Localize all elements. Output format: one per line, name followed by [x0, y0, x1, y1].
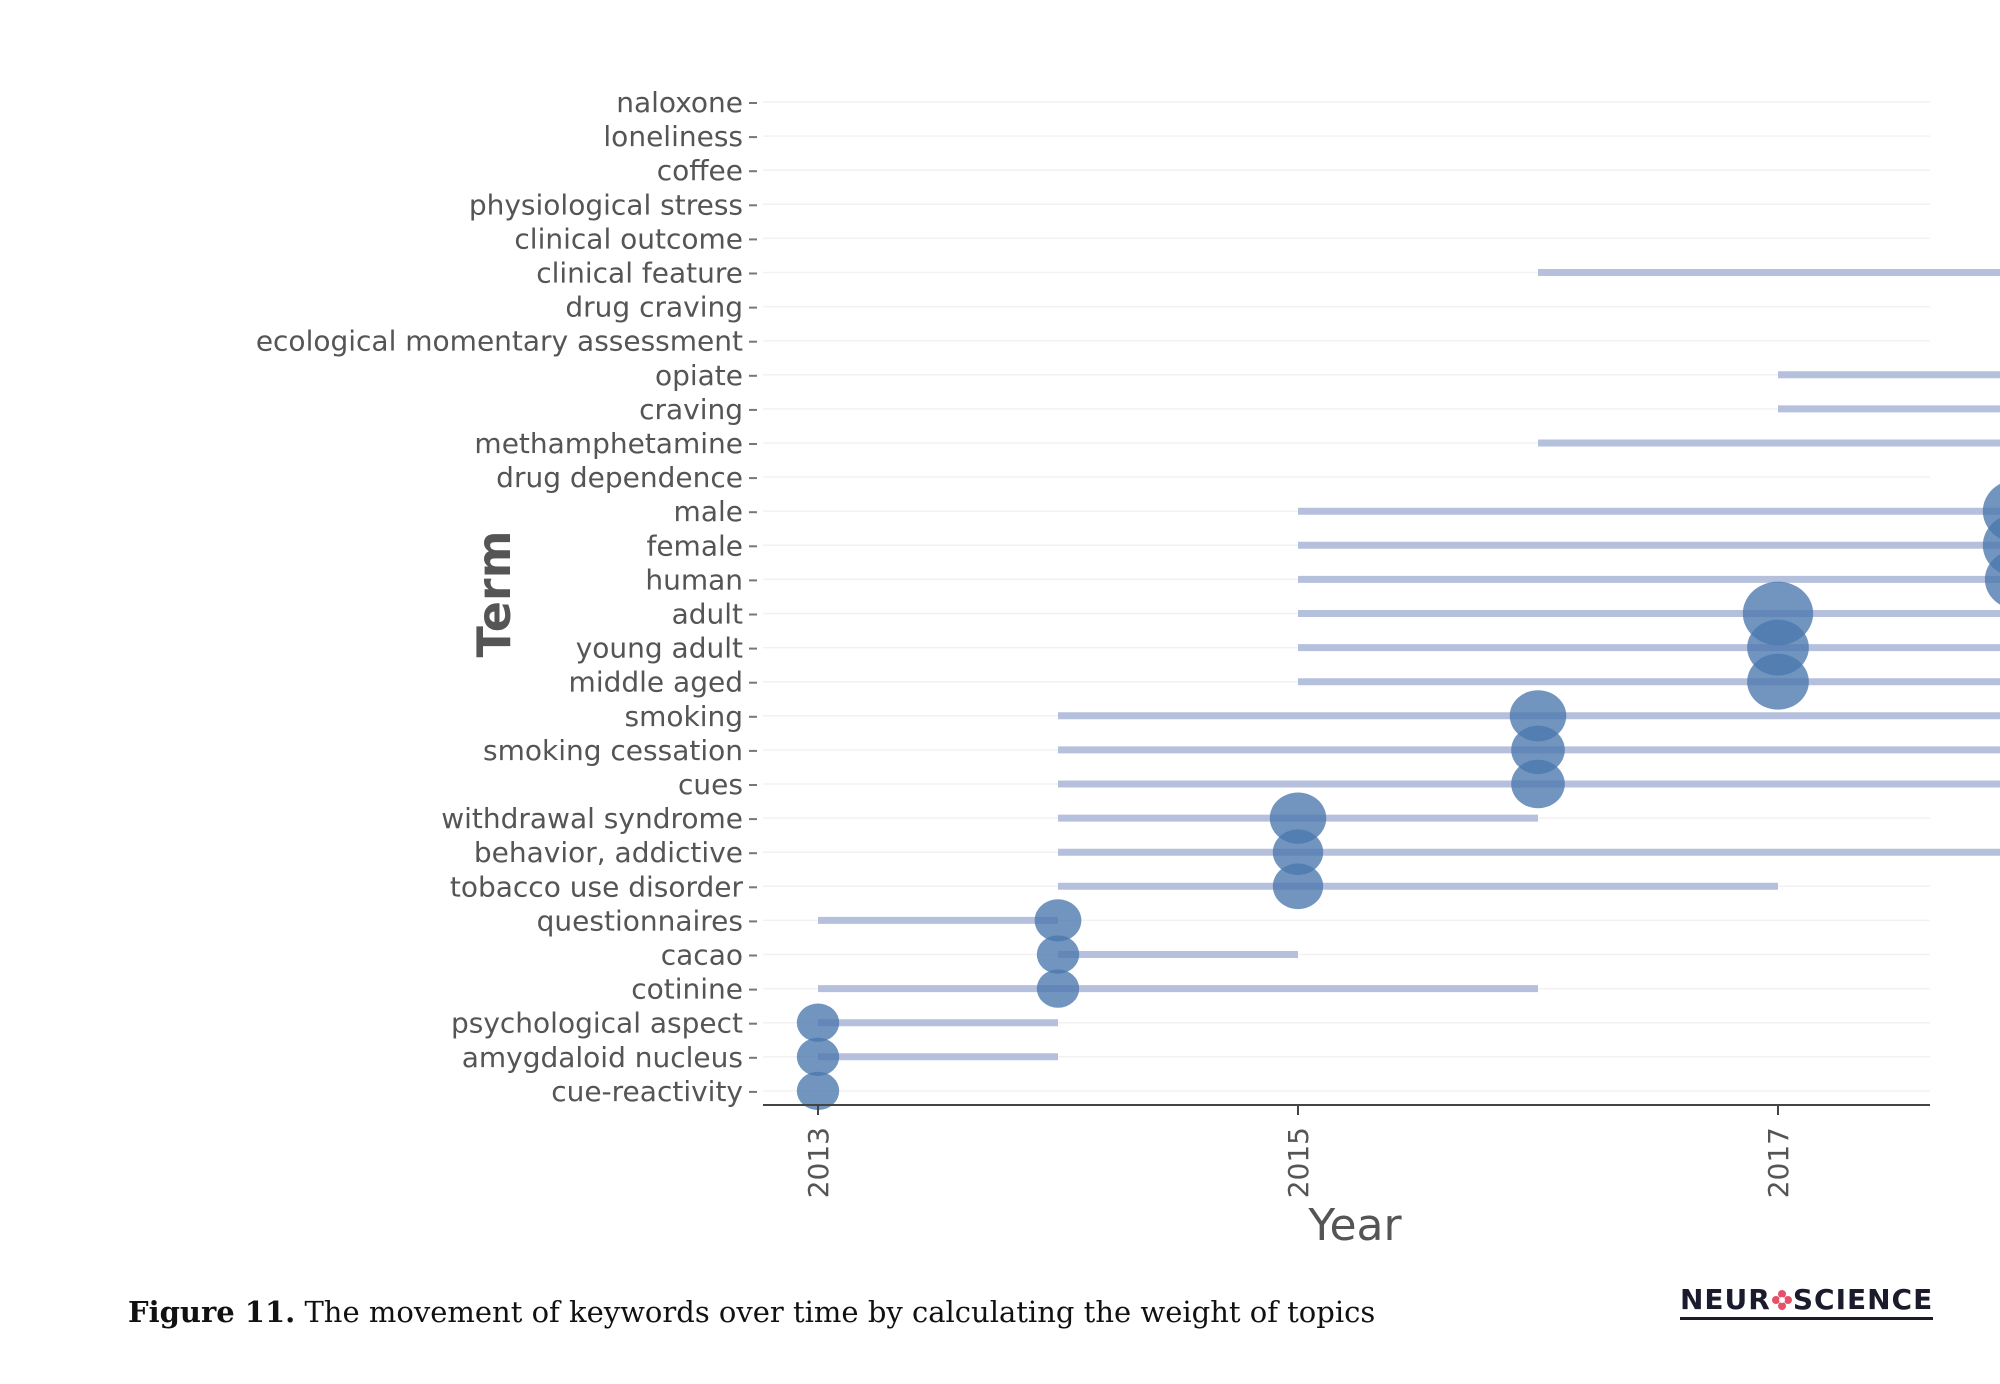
logo-text-left: NEUR	[1680, 1283, 1771, 1316]
y-tick-label: clinical feature	[536, 257, 743, 290]
y-tick-label: amygdaloid nucleus	[462, 1041, 743, 1074]
y-tick-label: cues	[678, 768, 743, 801]
bubble-cues	[1511, 759, 1565, 809]
y-tick-label: clinical outcome	[514, 222, 743, 255]
bubble-tobacco-use-disorder	[1272, 863, 1324, 910]
y-tick-label: physiological stress	[469, 188, 743, 221]
y-tick-label: smoking	[624, 700, 743, 733]
y-tick-label: psychological aspect	[451, 1007, 743, 1040]
x-tick-label: 2013	[802, 1127, 835, 1198]
y-tick-label: naloxone	[616, 86, 743, 119]
y-tick-label: drug craving	[565, 291, 743, 324]
bubble-psychological-aspect	[796, 1003, 840, 1042]
y-axis-label: Term	[467, 530, 521, 657]
bubble-cacao	[1036, 935, 1080, 974]
bubble-amygdaloid-nucleus	[796, 1037, 840, 1076]
x-tick-label: 2017	[1762, 1127, 1795, 1198]
bubble-withdrawal-syndrome	[1269, 792, 1327, 844]
figure-caption: Figure 11. The movement of keywords over…	[128, 1295, 1375, 1329]
bubble-cotinine	[1036, 969, 1080, 1008]
figure-caption-text: The movement of keywords over time by ca…	[295, 1295, 1376, 1329]
y-tick-label: tobacco use disorder	[450, 870, 744, 903]
bubble-smoking	[1509, 690, 1567, 742]
y-tick-label: adult	[672, 598, 743, 631]
y-tick-label: withdrawal syndrome	[441, 802, 743, 835]
y-tick-label: drug dependence	[496, 461, 743, 494]
bubble-smoking-cessation	[1511, 725, 1565, 775]
logo-flower-icon	[1771, 1290, 1792, 1310]
y-tick-label: opiate	[655, 359, 743, 392]
y-tick-label: cacao	[661, 939, 743, 972]
y-tick-label: cotinine	[631, 973, 743, 1006]
y-tick-label: male	[674, 495, 743, 528]
bubble-middle-aged	[1747, 653, 1809, 710]
y-tick-label: cue-reactivity	[551, 1075, 743, 1108]
y-tick-label: behavior, addictive	[474, 836, 743, 869]
y-tick-label: methamphetamine	[474, 427, 743, 460]
y-tick-label: female	[646, 529, 743, 562]
y-tick-label: smoking cessation	[483, 734, 743, 767]
bubble-behavior-addictive	[1272, 829, 1324, 875]
x-tick-label: 2015	[1282, 1127, 1315, 1198]
range-lines	[818, 269, 2000, 1061]
y-tick-label: loneliness	[603, 120, 743, 153]
y-tick-label: young adult	[576, 632, 743, 665]
x-axis-label: Year	[1307, 1200, 1402, 1251]
logo-text-right: SCIENCE	[1792, 1283, 1934, 1316]
bubble-questionnaires	[1034, 899, 1082, 942]
y-tick-label: human	[645, 563, 743, 596]
bubble-human	[1984, 554, 2000, 605]
bubbles	[796, 483, 2000, 1111]
y-tick-label: coffee	[657, 154, 743, 187]
y-tick-label: ecological momentary assessment	[256, 325, 743, 358]
bubble-cue-reactivity	[796, 1071, 840, 1111]
x-axis: 20132015201720192021	[763, 1104, 1930, 1198]
neuroscience-logo: NEUR SCIENCE	[1680, 1283, 1934, 1320]
y-tick-label: craving	[639, 393, 743, 426]
y-tick-label: middle aged	[569, 666, 743, 699]
y-tick-label: questionnaires	[537, 904, 743, 937]
figure-caption-label: Figure 11.	[128, 1295, 296, 1329]
